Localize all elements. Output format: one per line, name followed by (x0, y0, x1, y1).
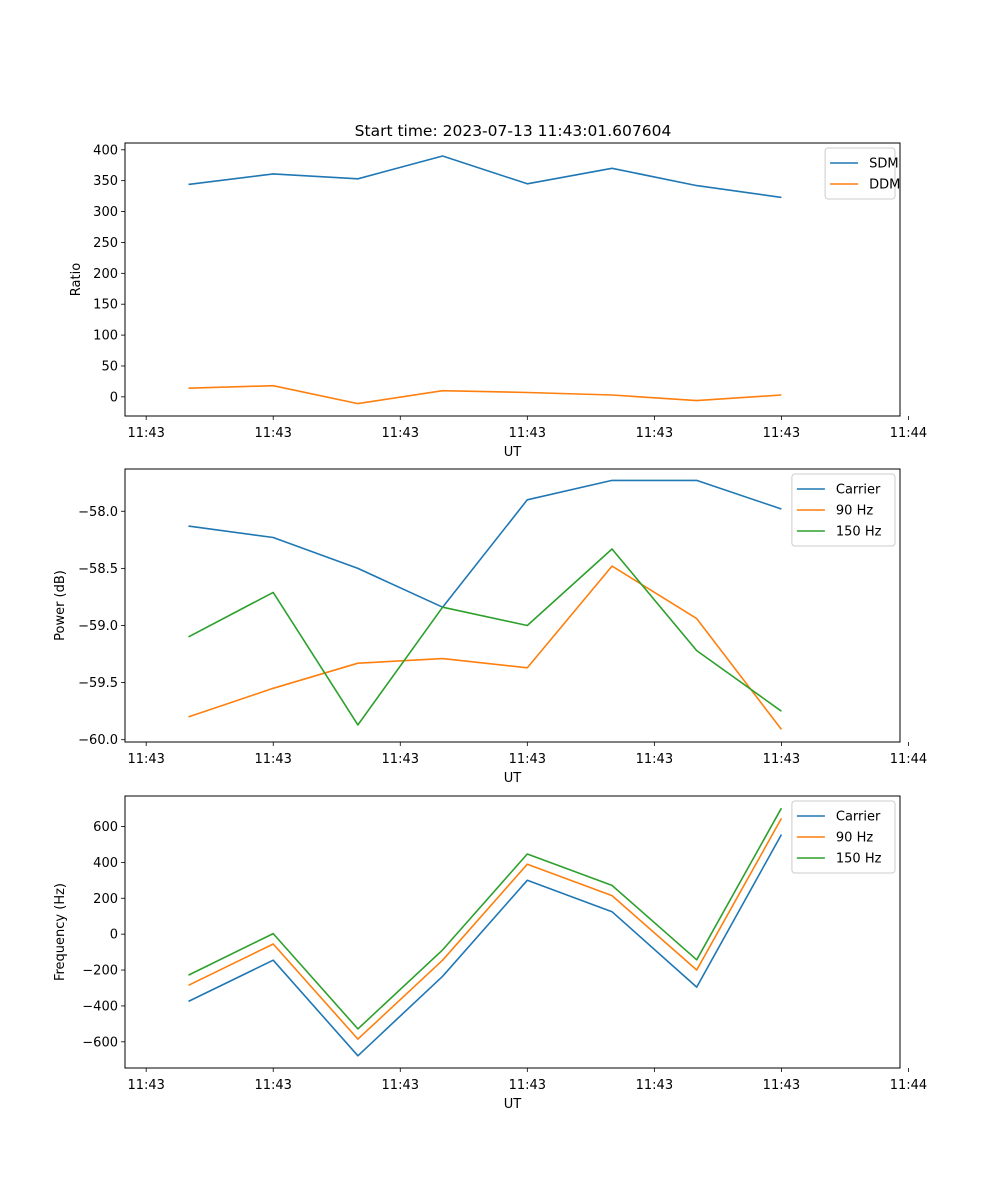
ratio-legend-label: DDM (869, 178, 900, 193)
ratio-xlabel: UT (504, 445, 522, 460)
frequency-series-150-hz (188, 807, 783, 1030)
power-ytick-label: −59.5 (78, 676, 118, 691)
ratio-series-sdm (188, 155, 782, 199)
ratio-ytick-label: 0 (110, 390, 118, 405)
frequency-legend-box (791, 800, 896, 874)
power-series-90-hz (188, 565, 783, 730)
frequency-xtick-label: 11:44 (890, 1078, 927, 1093)
power-xtick-label: 11:43 (636, 752, 673, 767)
power-xtick-label: 11:43 (509, 752, 546, 767)
frequency-xtick-label: 11:43 (127, 1078, 164, 1093)
frequency-xtick-label: 11:43 (254, 1078, 291, 1093)
power-legend-box (791, 473, 896, 547)
frequency-ytick-label: −400 (82, 999, 118, 1014)
frequency-xtick-label: 11:43 (382, 1078, 419, 1093)
frequency-series-carrier (188, 834, 783, 1057)
frequency-ytick-label: −200 (82, 964, 118, 979)
power-legend: Carrier 90 Hz 150 Hz (791, 473, 896, 547)
power-ytick-label: −58.0 (78, 505, 118, 520)
ratio-legend-box (824, 147, 896, 200)
frequency-xlabel: UT (504, 1097, 522, 1112)
power-panel: −60.0 −59.5 −59.0 −58.5 −58.0 11:43 11:43 11:43… (53, 468, 927, 786)
power-xtick-label: 11:43 (127, 752, 164, 767)
ratio-ytick-label: 400 (93, 143, 118, 158)
frequency-ytick-label: 600 (93, 820, 118, 835)
figure-title: Start time: 2023-07-13 11:43:01.607604 (355, 122, 672, 140)
power-xtick-label: 11:43 (254, 752, 291, 767)
power-xlabel: UT (504, 771, 522, 786)
frequency-legend-label: Carrier (836, 810, 881, 825)
ratio-xtick-label: 11:44 (890, 426, 927, 441)
power-xtick-label: 11:43 (763, 752, 800, 767)
power-ylabel: Power (dB) (53, 570, 68, 641)
ratio-series-ddm (188, 384, 782, 405)
ratio-ytick-label: 300 (93, 205, 118, 220)
ratio-panel: 0 50 100 150 200 250 300 350 400 11:43 11:43 11:43 1… (69, 142, 927, 460)
frequency-xtick-label: 11:43 (636, 1078, 673, 1093)
ratio-xtick-label: 11:43 (254, 426, 291, 441)
frequency-legend-label: 150 Hz (836, 852, 882, 867)
frequency-ytick-label: 200 (93, 892, 118, 907)
frequency-xtick-label: 11:43 (763, 1078, 800, 1093)
ratio-legend: SDM DDM (824, 147, 900, 200)
ratio-ytick-label: 150 (93, 298, 118, 313)
frequency-ytick-label: −600 (82, 1035, 118, 1050)
ratio-ytick-label: 200 (93, 267, 118, 282)
frequency-legend-label: 90 Hz (836, 831, 873, 846)
frequency-panel: −600 −400 −200 0 200 400 600 11:43 11:43 11:43 11:… (53, 795, 927, 1112)
frequency-xtick-label: 11:43 (509, 1078, 546, 1093)
power-ytick-label: −58.5 (78, 562, 118, 577)
ratio-xtick-label: 11:43 (127, 426, 164, 441)
frequency-axes-frame (124, 795, 901, 1069)
ratio-ytick-label: 100 (93, 329, 118, 344)
frequency-series-90-hz (188, 818, 783, 1040)
frequency-ytick-label: 0 (110, 928, 118, 943)
ratio-xtick-label: 11:43 (636, 426, 673, 441)
ratio-ytick-label: 250 (93, 236, 118, 251)
ratio-ytick-label: 50 (101, 359, 118, 374)
power-axes-frame (124, 468, 901, 743)
ratio-ytick-label: 350 (93, 174, 118, 189)
power-ytick-label: −60.0 (78, 733, 118, 748)
ratio-axes-frame (124, 142, 901, 417)
frequency-legend: Carrier 90 Hz 150 Hz (791, 800, 896, 874)
ratio-xtick-label: 11:43 (763, 426, 800, 441)
power-xtick-label: 11:44 (890, 752, 927, 767)
power-legend-label: 90 Hz (836, 504, 873, 519)
frequency-ytick-label: 400 (93, 856, 118, 871)
power-legend-label: Carrier (836, 483, 881, 498)
ratio-xtick-label: 11:43 (509, 426, 546, 441)
ratio-ylabel: Ratio (69, 263, 84, 296)
panels: 0 50 100 150 200 250 300 350 400 11:43 11:43 11:43 1… (53, 142, 927, 1112)
frequency-ylabel: Frequency (Hz) (53, 883, 68, 981)
power-series-150-hz (188, 548, 782, 726)
power-series-carrier (188, 479, 782, 609)
power-ytick-label: −59.0 (78, 619, 118, 634)
power-xtick-label: 11:43 (382, 752, 419, 767)
ratio-legend-label: SDM (869, 157, 898, 172)
power-legend-label: 150 Hz (836, 525, 882, 540)
ratio-xtick-label: 11:43 (382, 426, 419, 441)
